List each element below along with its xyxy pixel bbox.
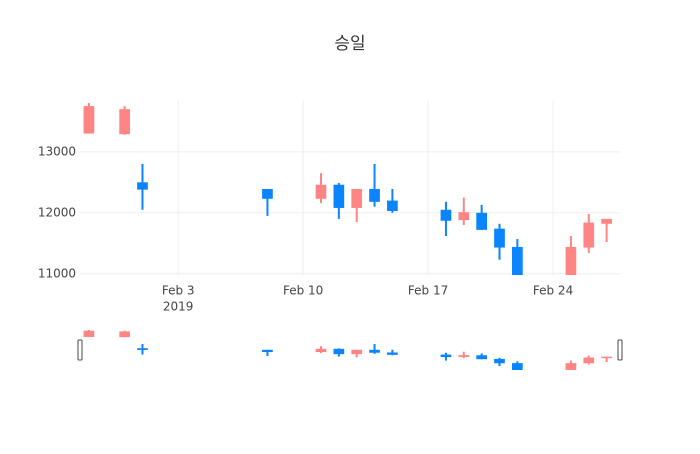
slider-candle-body [565,363,577,370]
candle-body [440,209,452,221]
range-slider[interactable] [77,328,623,372]
candle-body [476,212,488,230]
candle-body [369,189,380,202]
candle-body [458,212,470,221]
slider-candle-body [458,355,470,357]
x-tick-sublabel: 2019 [163,300,194,314]
slider-candle-body [351,349,363,355]
slider-candle-body [137,348,148,350]
slider-candle-body [369,349,380,353]
slider-candle-body [494,358,505,364]
slider-candle-body [315,348,327,353]
slider-candle-body [333,348,345,355]
candle-body [494,228,505,248]
grid [80,100,620,275]
slider-candle-body [601,356,612,359]
slider-candle-body [387,352,398,355]
y-tick-label: 13000 [38,144,76,158]
candle-body [119,109,130,135]
candle-body [601,218,612,224]
slider-candle-body [83,330,95,338]
slider-handle[interactable] [77,339,83,361]
candle-body [565,246,577,275]
candle-body [83,106,95,134]
slider-candle-body [440,354,452,358]
slider-candle-body [476,355,488,360]
y-tick-label: 11000 [38,266,76,280]
slider-background [80,328,620,372]
x-tick-label: Feb 10 [283,284,323,298]
chart-title: 승일 [334,34,365,54]
plot-area [83,103,612,275]
slider-candle-body [262,349,273,353]
y-tick-label: 12000 [38,205,76,219]
x-tick-label: Feb 17 [408,284,448,298]
candle-body [137,182,148,190]
candle-body [512,246,523,275]
slider-handle[interactable] [617,339,623,361]
candle-body [262,189,273,199]
candle-body [387,200,398,211]
candle-body [315,184,327,199]
slider-candle-body [583,357,595,364]
slider-candle-body [512,363,523,370]
candle-body [351,189,363,208]
x-tick-label: Feb 3 [162,284,195,298]
slider-candle-body [119,331,130,338]
candle-body [333,184,345,208]
x-tick-label: Feb 24 [533,284,573,298]
candle-body [583,222,595,248]
